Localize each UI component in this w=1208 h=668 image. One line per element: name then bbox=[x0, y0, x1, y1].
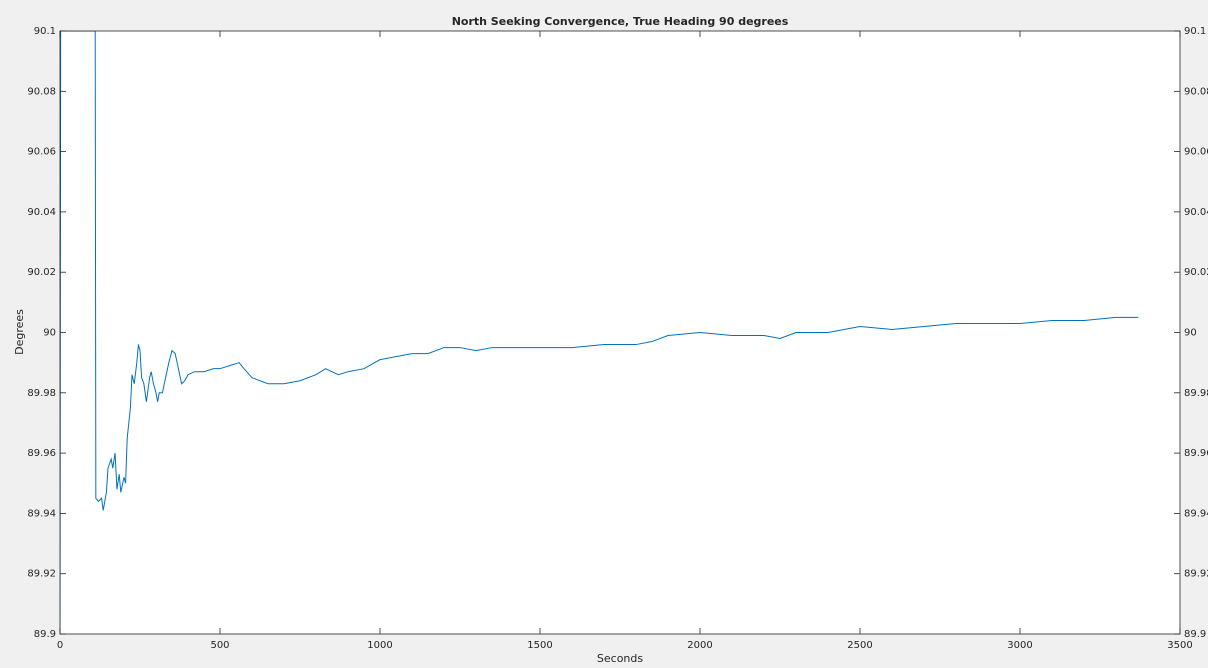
x-tick-label: 1000 bbox=[367, 640, 392, 651]
x-tick-label: 0 bbox=[57, 640, 63, 651]
y-tick-label-right: 89.94 bbox=[1184, 508, 1208, 519]
series-layer bbox=[60, 31, 1139, 634]
y-tick-label: 89.94 bbox=[27, 508, 56, 519]
y-tick-label: 90.08 bbox=[27, 86, 56, 97]
y-tick-label: 90.02 bbox=[27, 267, 56, 278]
x-tick-label: 1500 bbox=[527, 640, 552, 651]
chart-title: North Seeking Convergence, True Heading … bbox=[452, 15, 789, 28]
y-tick-label: 89.9 bbox=[34, 629, 56, 640]
y-axis-label: Degrees bbox=[13, 309, 26, 355]
x-tick-label: 500 bbox=[210, 640, 229, 651]
x-tick-label: 2500 bbox=[847, 640, 872, 651]
y-tick-label-right: 90.06 bbox=[1184, 147, 1208, 158]
y-tick-label: 89.92 bbox=[27, 569, 56, 580]
y-tick-label-right: 90.02 bbox=[1184, 267, 1208, 278]
x-tick-label: 2000 bbox=[687, 640, 712, 651]
y-tick-label: 89.96 bbox=[27, 448, 56, 459]
y-tick-label: 90.1 bbox=[34, 26, 56, 37]
x-tick-label: 3000 bbox=[1007, 640, 1032, 651]
y-tick-label: 89.98 bbox=[27, 388, 56, 399]
y-tick-label-right: 90.1 bbox=[1184, 26, 1206, 37]
data-line bbox=[60, 31, 1139, 634]
y-tick-label-right: 90.04 bbox=[1184, 207, 1208, 218]
y-tick-label: 90 bbox=[43, 328, 56, 339]
y-tick-label-right: 89.9 bbox=[1184, 629, 1206, 640]
y-tick-label-right: 89.96 bbox=[1184, 448, 1208, 459]
y-tick-label: 90.04 bbox=[27, 207, 56, 218]
x-tick-label: 3500 bbox=[1167, 640, 1192, 651]
y-tick-label-right: 89.98 bbox=[1184, 388, 1208, 399]
x-axis-label: Seconds bbox=[597, 652, 643, 665]
plot-area bbox=[60, 31, 1180, 634]
y-tick-label-right: 89.92 bbox=[1184, 569, 1208, 580]
y-tick-label-right: 90 bbox=[1184, 328, 1197, 339]
y-tick-label-right: 90.08 bbox=[1184, 86, 1208, 97]
y-tick-label: 90.06 bbox=[27, 147, 56, 158]
